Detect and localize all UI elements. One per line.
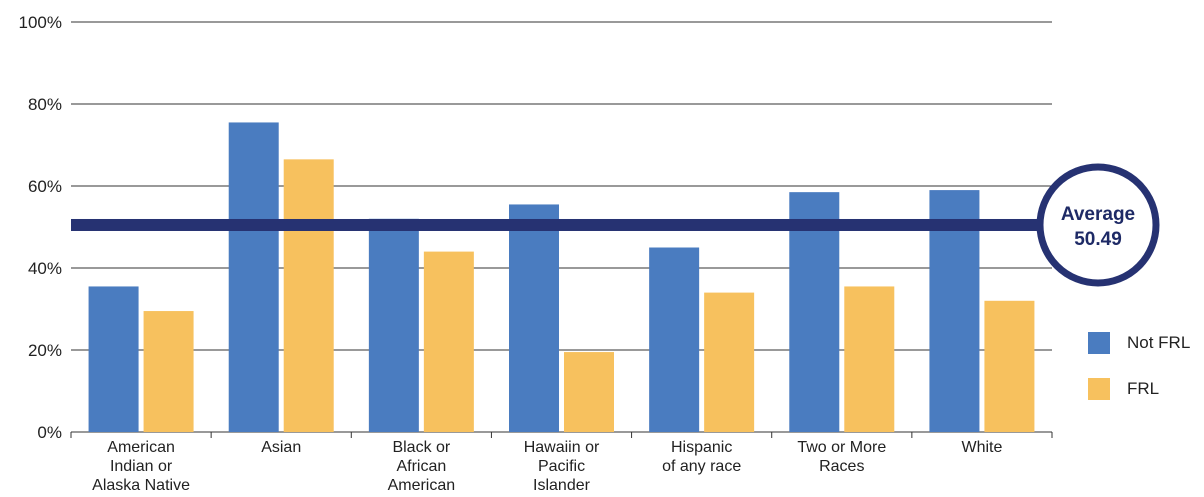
bar-not-frl <box>368 218 419 432</box>
legend: Not FRL FRL <box>1088 332 1190 400</box>
average-line <box>71 218 1082 231</box>
x-axis: American Indian or Alaska Native Asian Black… <box>70 432 1053 494</box>
average-badge <box>1036 163 1160 287</box>
average-line-group: Average 50.49 <box>71 163 1160 287</box>
y-tick-label: 80% <box>28 95 62 114</box>
bar-not-frl <box>789 192 840 432</box>
bar-not-frl <box>88 286 139 432</box>
bar-not-frl <box>649 247 700 432</box>
x-category-label: Black or African American <box>388 439 456 494</box>
y-tick-label: 20% <box>28 341 62 360</box>
bar-frl <box>984 300 1035 432</box>
bar-frl <box>564 352 614 432</box>
average-value: 50.49 <box>1074 229 1122 250</box>
bars <box>88 122 1035 432</box>
bar-frl <box>704 292 755 432</box>
bar-frl <box>283 159 334 432</box>
average-label: Average <box>1061 204 1135 225</box>
y-tick-label: 40% <box>28 259 62 278</box>
bar-frl <box>143 311 194 432</box>
y-tick-label: 100% <box>19 13 62 32</box>
bar-not-frl <box>228 122 279 432</box>
bar-not-frl <box>509 204 559 432</box>
x-category-label: White <box>961 439 1002 456</box>
legend-label: FRL <box>1127 379 1159 398</box>
legend-swatch <box>1088 332 1110 354</box>
y-tick-label: 60% <box>28 177 62 196</box>
bar-frl <box>423 251 474 432</box>
bar-frl <box>844 286 895 432</box>
x-category-label: Hispanic of any race <box>662 439 741 475</box>
legend-swatch <box>1088 378 1110 400</box>
y-tick-label: 0% <box>37 423 62 442</box>
x-category-label: Hawaiin or Pacific Islander <box>524 439 600 494</box>
x-category-label: Asian <box>261 439 301 456</box>
legend-label: Not FRL <box>1127 333 1190 352</box>
x-category-label: Two or More Races <box>797 439 886 475</box>
x-category-label: American Indian or Alaska Native <box>92 439 190 494</box>
